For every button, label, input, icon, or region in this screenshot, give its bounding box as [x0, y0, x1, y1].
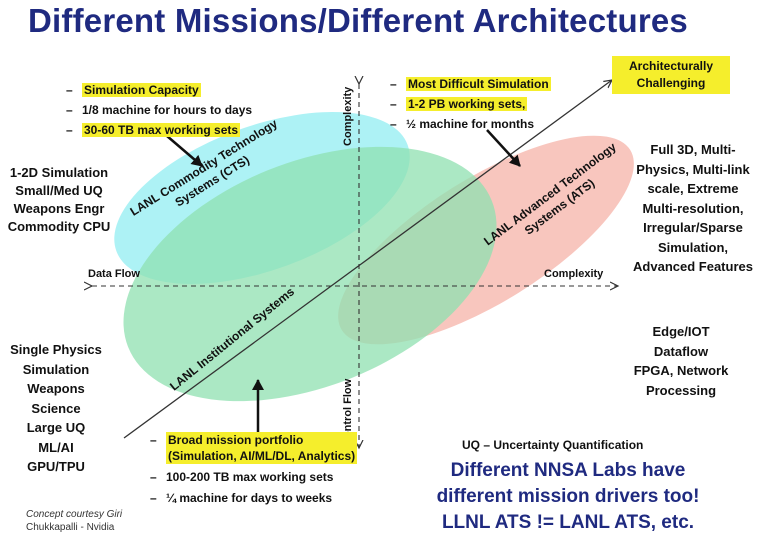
ats-notes: – Most Difficult Simulation –1-2 PB worki…: [390, 74, 551, 134]
left-top-block: 1-2D Simulation Small/Med UQ Weapons Eng…: [7, 165, 111, 234]
institutional-notes: – Broad mission portfolio (Simulation, A…: [150, 432, 358, 507]
list-item: – ¼ machine for days to weeks: [150, 491, 333, 505]
list-item: – Simulation Capacity: [66, 83, 201, 97]
uq-note: UQ – Uncertainty Quantification: [462, 438, 644, 452]
complexity-axis-label-right: Complexity: [544, 268, 604, 280]
list-item: –30-60 TB max working sets: [66, 123, 241, 137]
list-item: – Most Difficult Simulation: [390, 77, 551, 91]
bottom-message: Different NNSA Labs have different missi…: [436, 460, 700, 533]
list-item: –100-200 TB max working sets: [150, 470, 334, 484]
right-top-block: Full 3D, Multi- Physics, Multi-link scal…: [633, 142, 753, 274]
page-title: Different Missions/Different Architectur…: [28, 2, 688, 39]
list-item: – ½ machine for months: [390, 117, 535, 131]
list-item: – Broad mission portfolio (Simulation, A…: [150, 432, 358, 464]
cts-notes: – Simulation Capacity –1/8 machine for ho…: [66, 80, 252, 140]
left-bottom-block: Single Physics Simulation Weapons Scienc…: [10, 342, 102, 474]
list-item: –1/8 machine for hours to days: [66, 103, 253, 117]
architecturally-challenging-box: Architecturally Challenging: [612, 56, 730, 94]
ats-pointer-arrow: [486, 129, 521, 167]
data-flow-axis-label: Data Flow: [88, 268, 140, 280]
diagonal-arrow: [123, 80, 612, 439]
institutional-ellipse: [123, 146, 497, 402]
list-item: –1-2 PB working sets,: [390, 97, 528, 111]
complexity-axis-label-top: Complexity: [342, 86, 354, 146]
credit: Concept courtesy Giri Chukkapalli - Nvid…: [26, 509, 123, 533]
right-bottom-block: Edge/IOT Dataflow FPGA, Network Processi…: [633, 324, 729, 398]
